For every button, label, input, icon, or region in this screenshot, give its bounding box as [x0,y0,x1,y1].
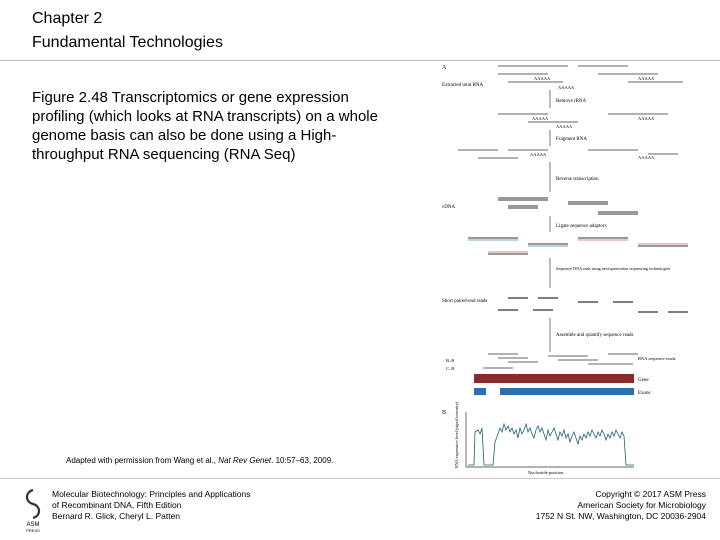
adaptor-fragments [468,237,688,255]
asm-press-logo: ASM PRESS [25,488,40,533]
label-cdna: cDNA [442,205,455,210]
figure-credit: Adapted with permission from Wang et al.… [66,456,333,465]
cdna-fragments [498,197,638,215]
figure-caption: Figure 2.48 Transcriptomics or gene expr… [32,89,378,163]
exon-bars [474,388,634,395]
label-assemble: Assemble and quantify sequence reads [556,333,634,338]
label-x-axis: Nucleotide position [528,470,564,475]
label-exons: Exons [638,391,651,396]
address-line: 1752 N St. NW, Washington, DC 20036-2904 [535,511,706,521]
logo-text-asm: ASM [26,522,39,528]
extracted-rna [498,65,683,83]
copyright-line: Copyright © 2017 ASM Press [595,489,706,499]
chapter-title: Fundamental Technologies [32,34,223,51]
polya-8: AAAAA [638,155,655,160]
polya-5: AAAAA [638,116,655,121]
polya-4: AAAAA [532,116,549,121]
footer-divider [0,478,720,479]
credit-journal: Nat Rev Genet [218,456,272,465]
label-short-reads: Short paired-end reads [442,299,487,304]
book-info: Molecular Biotechnology: Principles and … [52,489,250,522]
header-divider [0,60,720,61]
label-extracted-rna: Extracted total RNA [442,83,483,88]
polya-7: AAAAA [530,152,547,157]
book-authors: Bernard R. Glick, Cheryl L. Patten [52,511,181,521]
gene-bar [474,374,634,383]
label-remove-rrna: Remove rRNA [556,99,587,104]
credit-prefix: Adapted with permission from Wang et al.… [66,456,219,465]
fragmented-rna [458,149,678,159]
label-reverse-transcription: Reverse transcription [556,177,599,182]
book-edition: of Recombinant DNA, Fifth Edition [52,500,182,510]
chapter-label: Chapter 2 [32,10,103,27]
publisher-line: American Society for Microbiology [577,500,707,510]
polya-6: AAAAA [556,124,573,129]
slide-header: Chapter 2 Fundamental Technologies [0,0,720,60]
label-gene: Gene [638,378,649,383]
mapped-reads [483,353,638,369]
polya-1: AAAAA [534,76,551,81]
logo-text-press: PRESS [26,528,40,533]
label-y-axis: RNA expression level (signal intensity) [454,401,459,468]
panel-a-label: A [442,65,447,71]
panel-b-label: B [442,410,446,416]
paired-end-reads [498,297,688,313]
polya-2: AAAAA [638,76,655,81]
copyright-info: Copyright © 2017 ASM Press American Soci… [536,489,706,522]
rrna-removed [498,113,668,123]
label-rna-reads: RNA sequence reads [638,356,676,361]
label-sequence-ends: Sequence DNA ends using next-generation … [556,266,671,271]
book-title: Molecular Biotechnology: Principles and … [52,489,251,499]
credit-suffix: . 10:57–63, 2009. [271,456,334,465]
label-bb: B–B [446,358,454,363]
expression-trace [468,422,634,466]
polya-3: AAAAA [558,85,575,90]
label-cb: C–B [446,366,454,371]
label-ligate-adaptors: Ligate sequence adaptors [556,224,607,229]
label-fragment-rna: Fragment RNA [556,137,587,142]
rna-seq-figure: A Extracted total RNA AAAAA AAAAA AAAAA … [442,65,688,475]
